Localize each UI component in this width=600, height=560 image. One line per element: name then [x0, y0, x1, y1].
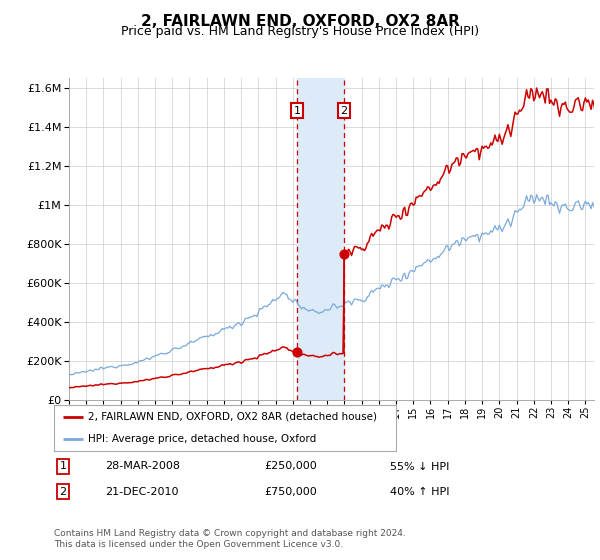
Text: 21-DEC-2010: 21-DEC-2010: [105, 487, 179, 497]
Text: 40% ↑ HPI: 40% ↑ HPI: [390, 487, 449, 497]
Text: HPI: Average price, detached house, Oxford: HPI: Average price, detached house, Oxfo…: [88, 434, 316, 444]
Text: 1: 1: [59, 461, 67, 472]
Text: 2: 2: [59, 487, 67, 497]
Text: Price paid vs. HM Land Registry's House Price Index (HPI): Price paid vs. HM Land Registry's House …: [121, 25, 479, 38]
Point: [292, 347, 302, 356]
Text: 2, FAIRLAWN END, OXFORD, OX2 8AR: 2, FAIRLAWN END, OXFORD, OX2 8AR: [140, 14, 460, 29]
Text: £250,000: £250,000: [264, 461, 317, 472]
Text: 28-MAR-2008: 28-MAR-2008: [105, 461, 180, 472]
Bar: [297, 78, 344, 400]
Text: 2, FAIRLAWN END, OXFORD, OX2 8AR (detached house): 2, FAIRLAWN END, OXFORD, OX2 8AR (detach…: [88, 412, 377, 422]
Point: [339, 250, 349, 259]
Text: 55% ↓ HPI: 55% ↓ HPI: [390, 461, 449, 472]
Text: Contains HM Land Registry data © Crown copyright and database right 2024.
This d: Contains HM Land Registry data © Crown c…: [54, 529, 406, 549]
Text: 2: 2: [340, 106, 347, 115]
Text: 1: 1: [293, 106, 301, 115]
Text: £750,000: £750,000: [264, 487, 317, 497]
